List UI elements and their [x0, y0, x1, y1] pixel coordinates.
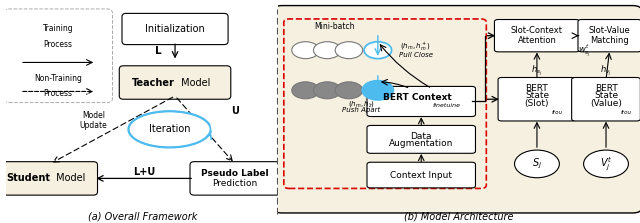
Circle shape [292, 42, 319, 59]
Text: Model
Update: Model Update [79, 111, 108, 130]
Text: Augmentation: Augmentation [389, 139, 453, 148]
Text: $S_j$: $S_j$ [532, 157, 542, 171]
Text: Pull Close: Pull Close [399, 52, 433, 58]
Text: Process: Process [44, 89, 72, 98]
Text: Push Apart: Push Apart [342, 107, 381, 114]
Text: L+U: L+U [132, 167, 155, 177]
Text: frou: frou [620, 110, 632, 115]
Text: Mini-batch: Mini-batch [314, 22, 355, 31]
FancyBboxPatch shape [367, 125, 476, 153]
Text: State: State [594, 91, 618, 100]
Text: BERT: BERT [525, 84, 548, 93]
Text: $(h_m, h_{\bar{z}})$: $(h_m, h_{\bar{z}})$ [348, 99, 375, 109]
Text: finetuine: finetuine [433, 103, 461, 108]
Text: Attention: Attention [518, 36, 556, 45]
Text: Training: Training [43, 25, 74, 33]
Text: frou: frou [551, 110, 563, 115]
Text: $w_{s_j}^t$: $w_{s_j}^t$ [579, 42, 591, 59]
Text: Teacher: Teacher [132, 78, 175, 87]
FancyBboxPatch shape [498, 78, 576, 121]
Text: (Value): (Value) [590, 99, 622, 108]
Text: L: L [156, 46, 162, 56]
Circle shape [292, 82, 319, 99]
Text: (b) Model Architecture: (b) Model Architecture [404, 211, 514, 221]
FancyBboxPatch shape [190, 162, 280, 195]
Text: Prediction: Prediction [212, 180, 257, 188]
FancyBboxPatch shape [122, 13, 228, 45]
Ellipse shape [129, 112, 211, 147]
Circle shape [314, 82, 341, 99]
Text: Slot-Value: Slot-Value [589, 26, 630, 35]
Text: Data: Data [410, 132, 432, 140]
Text: Model: Model [52, 173, 85, 183]
Circle shape [335, 82, 363, 99]
Text: Process: Process [44, 40, 72, 49]
Text: $V_j^t$: $V_j^t$ [600, 155, 612, 173]
Text: $h_{v_j}$: $h_{v_j}$ [600, 64, 612, 78]
FancyBboxPatch shape [273, 6, 640, 213]
Text: State: State [525, 91, 549, 100]
Circle shape [584, 150, 628, 178]
Text: Pseudo Label: Pseudo Label [201, 169, 269, 178]
Circle shape [362, 81, 394, 100]
FancyBboxPatch shape [367, 86, 476, 116]
Text: BERT Context: BERT Context [383, 93, 452, 102]
Text: $(h_m, h_m^+)$: $(h_m, h_m^+)$ [400, 41, 431, 53]
FancyBboxPatch shape [3, 162, 97, 195]
Text: Initialization: Initialization [145, 24, 205, 34]
Circle shape [515, 150, 559, 178]
FancyBboxPatch shape [367, 162, 476, 188]
Text: BERT: BERT [595, 84, 618, 93]
Text: (a) Overall Framework: (a) Overall Framework [88, 211, 197, 221]
Text: Iteration: Iteration [149, 124, 190, 134]
Text: Matching: Matching [590, 36, 629, 45]
FancyBboxPatch shape [572, 78, 640, 121]
Text: $h_{s_j}$: $h_{s_j}$ [531, 64, 543, 78]
FancyBboxPatch shape [495, 20, 579, 52]
Text: (Slot): (Slot) [525, 99, 549, 108]
Text: Slot-Context: Slot-Context [511, 26, 563, 35]
Circle shape [314, 42, 341, 59]
Circle shape [364, 42, 392, 59]
FancyBboxPatch shape [578, 20, 640, 52]
Circle shape [335, 42, 363, 59]
Text: U: U [231, 107, 239, 116]
Text: Non-Training: Non-Training [34, 74, 82, 83]
FancyBboxPatch shape [119, 66, 231, 99]
Text: Context Input: Context Input [390, 171, 452, 180]
Text: Student: Student [6, 173, 50, 183]
Text: Model: Model [178, 78, 210, 87]
FancyBboxPatch shape [4, 9, 113, 103]
